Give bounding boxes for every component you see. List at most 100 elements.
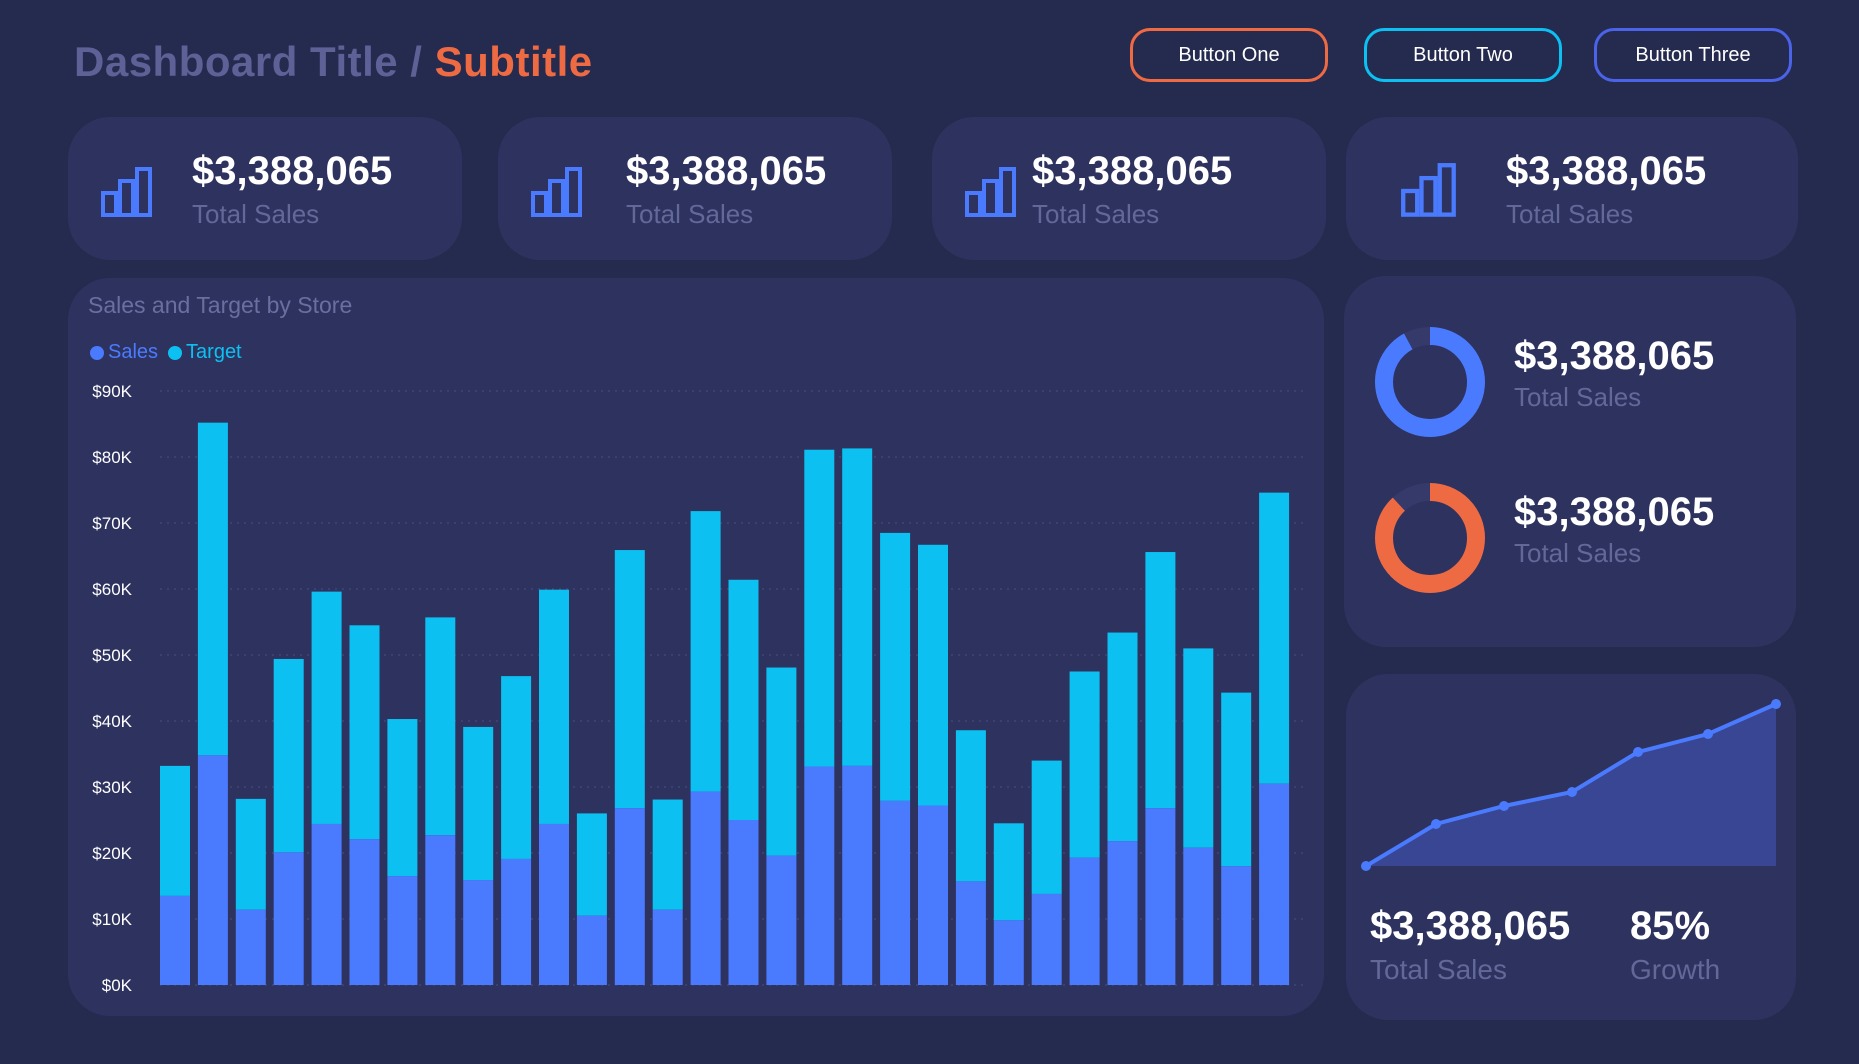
kpi-label: Total Sales <box>626 199 754 229</box>
chart-title: Sales and Target by Store <box>88 292 353 318</box>
bar-target[interactable] <box>1145 552 1176 809</box>
bar-target[interactable] <box>1107 632 1138 842</box>
bar-target[interactable] <box>1221 692 1252 867</box>
bar-sales[interactable] <box>463 880 494 985</box>
bar-sales[interactable] <box>197 755 228 985</box>
kpi-value: $3,388,065 <box>192 149 393 193</box>
bar-sales[interactable] <box>728 820 759 985</box>
bar-target[interactable] <box>842 448 873 766</box>
legend-item-target[interactable]: Target <box>168 341 242 364</box>
bar-target[interactable] <box>918 544 948 806</box>
bar-sales[interactable] <box>1107 841 1138 985</box>
bar-target[interactable] <box>1031 760 1062 894</box>
y-tick-label: $0K <box>102 976 133 995</box>
bar-target[interactable] <box>197 422 228 756</box>
bar-sales[interactable] <box>1145 808 1176 985</box>
area-point <box>1499 801 1509 811</box>
bar-sales[interactable] <box>652 909 683 985</box>
bar-target[interactable] <box>501 676 532 859</box>
donut-value: $3,388,065 <box>1514 334 1715 378</box>
bar-chart-icon <box>1401 163 1456 217</box>
button-two[interactable]: Button Two <box>1364 28 1562 82</box>
legend-item-sales[interactable]: Sales <box>90 341 158 364</box>
growth-card: $3,388,065 Total Sales 85% Growth <box>1346 674 1796 1020</box>
bar-sales[interactable] <box>160 895 190 985</box>
donut-label: Total Sales <box>1514 538 1642 568</box>
y-tick-label: $20K <box>92 844 132 863</box>
bar-chart-icon <box>101 167 152 217</box>
bar-sales[interactable] <box>993 920 1024 985</box>
bar-sales[interactable] <box>576 915 607 985</box>
kpi-value: $3,388,065 <box>1032 149 1233 193</box>
growth-label: Growth <box>1630 954 1721 985</box>
bar-sales[interactable] <box>273 852 304 985</box>
bar-target[interactable] <box>804 449 835 767</box>
bar-target[interactable] <box>993 823 1024 921</box>
bar-sales[interactable] <box>1031 893 1062 985</box>
bar-target[interactable] <box>955 730 986 882</box>
bar-sales[interactable] <box>387 876 418 985</box>
growth-sales-label: Total Sales <box>1370 954 1507 985</box>
donut-arc <box>1375 483 1485 593</box>
bar-target[interactable] <box>539 589 569 824</box>
bar-target[interactable] <box>1183 648 1214 848</box>
bar-sales[interactable] <box>539 823 569 985</box>
bar-sales[interactable] <box>804 766 835 985</box>
bar-sales[interactable] <box>766 855 797 985</box>
bar-sales[interactable] <box>880 800 911 985</box>
legend-dot-target <box>168 345 183 360</box>
kpi-value: $3,388,065 <box>1506 149 1707 193</box>
title-separator: / <box>410 38 423 85</box>
y-tick-label: $10K <box>92 910 132 929</box>
button-three[interactable]: Button Three <box>1594 28 1792 82</box>
bar-target[interactable] <box>614 550 645 809</box>
bar-sales[interactable] <box>918 805 948 985</box>
bar-sales[interactable] <box>1183 847 1214 985</box>
donut-value: $3,388,065 <box>1514 490 1715 534</box>
bar-sales[interactable] <box>690 791 721 985</box>
kpi-card-2: $3,388,065 Total Sales <box>498 117 892 260</box>
bar-sales[interactable] <box>501 858 532 985</box>
kpi-label: Total Sales <box>192 199 320 229</box>
bar-target[interactable] <box>235 798 266 910</box>
area-point <box>1703 729 1713 739</box>
bar-sales[interactable] <box>1069 857 1100 985</box>
bar-sales[interactable] <box>614 808 645 985</box>
bar-target[interactable] <box>576 813 607 916</box>
bar-target[interactable] <box>1069 671 1100 858</box>
bar-target[interactable] <box>273 658 304 853</box>
kpi-label: Total Sales <box>1506 199 1634 229</box>
kpi-label: Total Sales <box>1032 199 1160 229</box>
bar-sales[interactable] <box>1259 783 1290 985</box>
bar-target[interactable] <box>728 579 759 820</box>
bar-sales[interactable] <box>349 839 380 985</box>
donut-arc <box>1375 327 1485 437</box>
donut-label: Total Sales <box>1514 382 1642 412</box>
bar-target[interactable] <box>690 511 721 792</box>
legend-label-target: Target <box>186 341 242 363</box>
button-one[interactable]: Button One <box>1130 28 1328 82</box>
y-tick-label: $80K <box>92 448 132 467</box>
bar-target[interactable] <box>463 726 494 881</box>
bar-sales[interactable] <box>425 835 456 985</box>
bar-target[interactable] <box>425 617 456 836</box>
bar-target[interactable] <box>311 591 342 824</box>
sales-target-chart-card: $0K $10K $20K $30K $40K $50K $60K $70K $80K $90K … <box>68 278 1324 1016</box>
bar-sales[interactable] <box>311 823 342 985</box>
y-tick-label: $40K <box>92 712 132 731</box>
bar-sales[interactable] <box>842 765 873 985</box>
chart-legend: Sales Target <box>90 341 242 364</box>
bar-chart: $0K $10K $20K $30K $40K $50K $60K $70K $80K $90K <box>92 382 1308 995</box>
bar-target[interactable] <box>880 532 911 801</box>
bar-target[interactable] <box>1259 492 1290 784</box>
bar-sales[interactable] <box>1221 866 1252 985</box>
bar-sales[interactable] <box>955 881 986 985</box>
bar-target[interactable] <box>387 719 418 877</box>
bar-sales[interactable] <box>235 909 266 985</box>
donut-card: $3,388,065 Total Sales $3,388,065 Total … <box>1344 276 1796 647</box>
bar-target[interactable] <box>652 799 683 910</box>
bar-target[interactable] <box>766 667 797 856</box>
subtitle-text: Subtitle <box>434 38 593 85</box>
bar-target[interactable] <box>349 625 380 840</box>
bar-target[interactable] <box>160 765 190 896</box>
